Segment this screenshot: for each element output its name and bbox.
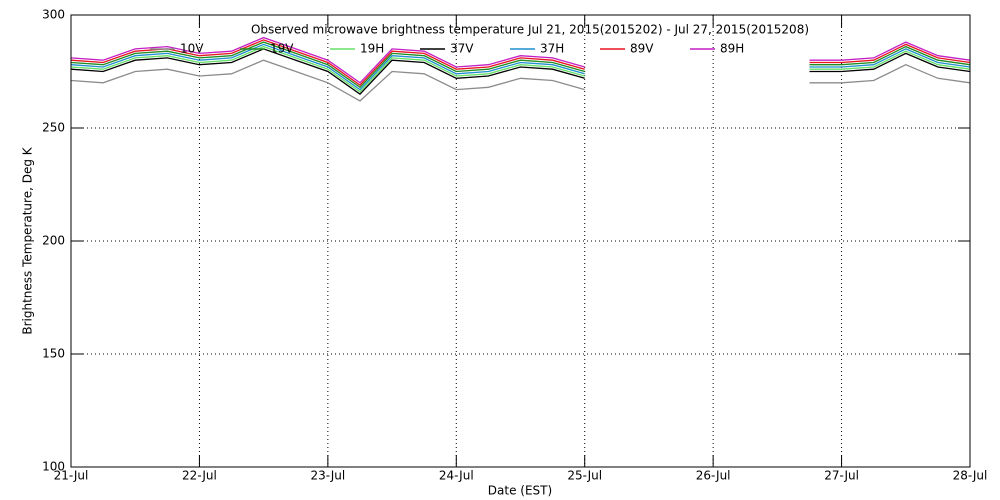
x-tick-label: 27-Jul [824,469,859,483]
y-axis-label: Brightness Temperature, Deg K [21,146,35,334]
series-line [70,36,971,84]
series-line [70,59,971,102]
y-tick-label: 250 [42,121,65,135]
x-tick-label: 24-Jul [439,469,474,483]
y-tick-label: 150 [42,347,65,361]
y-tick-label: 300 [42,8,65,22]
x-tick-label: 21-Jul [54,469,89,483]
series-line [70,41,971,89]
x-tick-label: 26-Jul [696,469,731,483]
legend-label: 19V [270,42,294,56]
y-tick-label: 100 [42,460,65,474]
legend-label: 37V [450,42,474,56]
legend-label: 19H [360,42,384,56]
x-tick-label: 22-Jul [182,469,217,483]
legend-label: 89V [630,42,654,56]
x-tick-label: 23-Jul [310,469,345,483]
legend-label: 37H [540,42,564,56]
series-line [70,43,971,91]
legend-label: 89H [720,42,744,56]
x-tick-label: 28-Jul [953,469,988,483]
legend-label: 10V [180,42,204,56]
series-line [70,48,971,95]
y-tick-label: 200 [42,234,65,248]
x-axis-label: Date (EST) [488,484,552,498]
x-tick-label: 25-Jul [567,469,602,483]
chart-title: Observed microwave brightness temperatur… [251,23,809,37]
series-line [70,45,971,93]
